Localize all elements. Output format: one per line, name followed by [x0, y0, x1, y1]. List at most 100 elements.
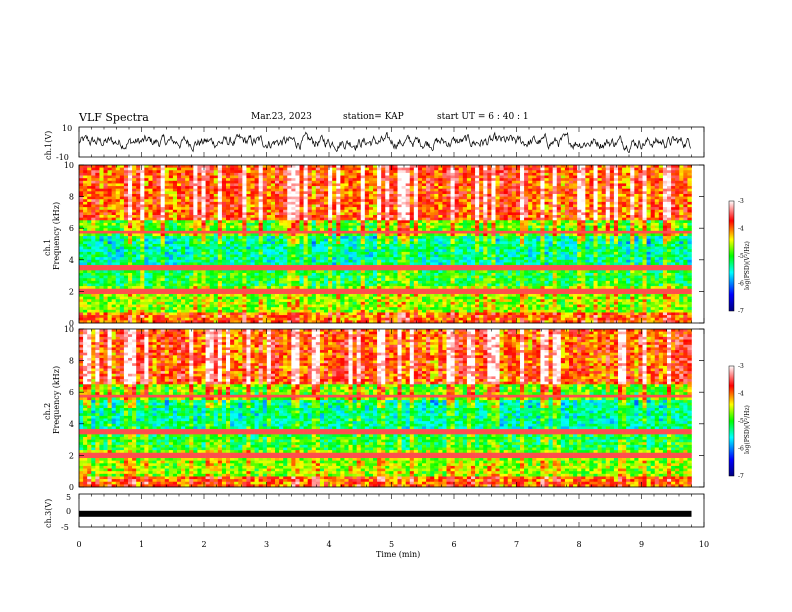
spectrogram-cell [663, 247, 667, 250]
spectrogram-cell [622, 247, 626, 250]
spectrogram-cell [622, 244, 626, 247]
spectrogram-cell [185, 202, 189, 205]
spectrogram-cell [263, 236, 267, 239]
spectrogram-cell [451, 194, 455, 197]
spectrogram-cell [463, 173, 467, 176]
spectrogram-cell [438, 212, 442, 215]
spectrogram-cell [549, 226, 553, 229]
spectrogram-cell [471, 244, 475, 247]
spectrogram-cell [210, 218, 214, 221]
spectrogram-cell [222, 181, 226, 184]
spectrogram-cell [234, 241, 238, 244]
spectrogram-cell [671, 212, 675, 215]
spectrogram-cell [214, 215, 218, 218]
spectrogram-cell [136, 212, 140, 215]
spectrogram-cell [679, 244, 683, 247]
spectrogram-cell [512, 181, 516, 184]
spectrogram-cell [385, 244, 389, 247]
spectrogram-cell [226, 202, 230, 205]
spectrogram-cell [259, 218, 263, 221]
spectrogram-cell [438, 247, 442, 250]
spectrogram-cell [487, 173, 491, 176]
spectrogram-cell [557, 249, 561, 252]
spectrogram-cell [651, 218, 655, 221]
spectrogram-cell [491, 228, 495, 231]
spectrogram-cell [589, 220, 593, 223]
spectrogram-cell [120, 197, 124, 200]
spectrogram-cell [602, 205, 606, 208]
spectrogram-cell [569, 191, 573, 194]
spectrogram-cell [516, 197, 520, 200]
spectrogram-cell [598, 168, 602, 171]
spectrogram-cell [540, 183, 544, 186]
spectrogram-cell [324, 220, 328, 223]
spectrogram-cell [197, 165, 201, 168]
spectrogram-cell [442, 220, 446, 223]
spectrogram-cell [398, 183, 402, 186]
spectrogram-cell [193, 228, 197, 231]
spectrogram-cell [671, 215, 675, 218]
spectrogram-cell [610, 212, 614, 215]
spectrogram-cell [520, 205, 524, 208]
spectrogram-cell [361, 244, 365, 247]
spectrogram-cell [565, 186, 569, 189]
spectrogram-cell [165, 233, 169, 236]
spectrogram-cell [263, 220, 267, 223]
spectrogram-cell [565, 241, 569, 244]
spectrogram-cell [614, 168, 618, 171]
spectrogram-cell [165, 239, 169, 242]
spectrogram-cell [275, 231, 279, 234]
spectrogram-cell [124, 205, 128, 208]
spectrogram-cell [304, 210, 308, 213]
spectrogram-cell [598, 210, 602, 213]
spectrogram-cell [157, 212, 161, 215]
spectrogram-cell [312, 207, 316, 210]
spectrogram-cell [332, 215, 336, 218]
spectrogram-cell [153, 212, 157, 215]
spectrogram-cell [353, 228, 357, 231]
spectrogram-cell [340, 228, 344, 231]
spectrogram-cell [185, 189, 189, 192]
spectrogram-cell [451, 181, 455, 184]
spectrogram-cell [263, 173, 267, 176]
spectrogram-cell [426, 165, 430, 168]
spectrogram-cell [500, 244, 504, 247]
spectrogram-cell [610, 220, 614, 223]
spectrogram-cell [295, 239, 299, 242]
spectrogram-cell [300, 181, 304, 184]
spectrogram-cell [402, 168, 406, 171]
spectrogram-cell [226, 231, 230, 234]
spectrogram-cell [153, 233, 157, 236]
spectrogram-cell [410, 191, 414, 194]
spectrogram-cell [140, 220, 144, 223]
spectrogram-cell [177, 220, 181, 223]
spectrogram-cell [471, 191, 475, 194]
spectrogram-cell [365, 176, 369, 179]
spectrogram-cell [238, 194, 242, 197]
spectrogram-cell [361, 233, 365, 236]
spectrogram-cell [406, 220, 410, 223]
spectrogram-cell [304, 181, 308, 184]
spectrogram-cell [549, 202, 553, 205]
spectrogram-cell [165, 178, 169, 181]
spectrogram-cell [177, 170, 181, 173]
spectrogram-cell [193, 207, 197, 210]
spectrogram-cell [520, 236, 524, 239]
spectrogram-cell [524, 236, 528, 239]
spectrogram-cell [132, 212, 136, 215]
spectrogram-cell [483, 241, 487, 244]
spectrogram-cell [202, 207, 206, 210]
spectrogram-cell [406, 191, 410, 194]
spectrogram-cell [332, 233, 336, 236]
spectrogram-cell [589, 170, 593, 173]
spectrogram-cell [99, 207, 103, 210]
spectrogram-cell [320, 183, 324, 186]
spectrogram-cell [626, 189, 630, 192]
spectrogram-cell [561, 189, 565, 192]
spectrogram-cell [573, 165, 577, 168]
spectrogram-cell [108, 247, 112, 250]
spectrogram-cell [471, 197, 475, 200]
spectrogram-cell [389, 173, 393, 176]
spectrogram-cell [124, 178, 128, 181]
spectrogram-cell [99, 223, 103, 226]
